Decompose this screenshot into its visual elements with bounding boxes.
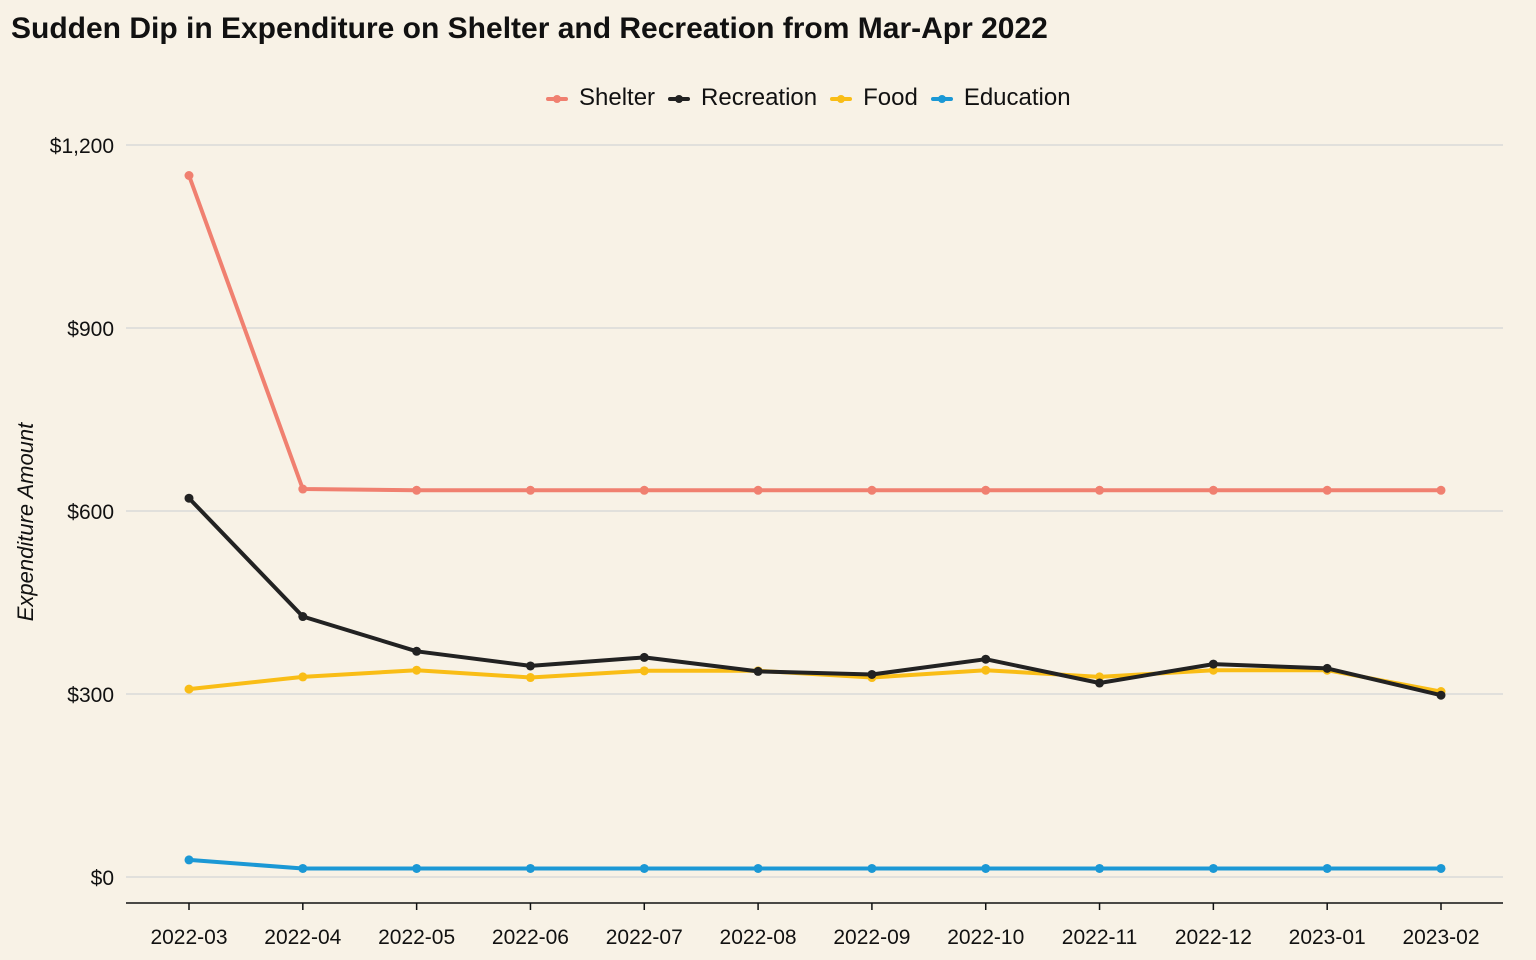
data-point-education <box>753 863 763 873</box>
data-point-recreation <box>981 654 991 664</box>
data-point-education <box>867 863 877 873</box>
series-line-recreation <box>187 496 1443 698</box>
legend-dot <box>553 95 561 103</box>
data-point-recreation <box>1095 678 1105 688</box>
x-tick-label: 2022-06 <box>492 926 569 949</box>
x-tick-label: 2022-11 <box>1062 926 1138 949</box>
data-point-food <box>298 672 308 682</box>
data-point-food <box>184 684 194 694</box>
data-point-shelter <box>981 485 991 495</box>
chart-title: Sudden Dip in Expenditure on Shelter and… <box>11 12 1048 45</box>
data-point-education <box>412 863 422 873</box>
legend-dot <box>675 95 684 103</box>
legend-item-education: Education <box>930 84 1071 112</box>
data-point-shelter <box>1436 485 1446 495</box>
data-point-education <box>1322 863 1332 873</box>
data-point-recreation <box>298 612 308 622</box>
legend-dot <box>937 95 946 103</box>
y-tick-label: $900 <box>67 318 114 341</box>
y-tick-label: $0 <box>91 867 114 890</box>
data-point-education <box>1095 863 1105 873</box>
data-point-shelter <box>1208 485 1218 495</box>
series-line-shelter <box>187 173 1443 493</box>
x-tick-label: 2022-12 <box>1175 926 1252 949</box>
data-point-shelter <box>412 485 422 495</box>
data-point-food <box>525 673 535 683</box>
x-tick-label: 2022-05 <box>378 926 455 949</box>
legend-label-recreation: Recreation <box>701 84 818 111</box>
data-point-education <box>525 863 535 873</box>
data-point-recreation <box>412 646 422 656</box>
series-line-education <box>187 857 1443 871</box>
data-point-education <box>184 855 194 865</box>
data-point-shelter <box>753 485 763 495</box>
data-point-recreation <box>1436 690 1446 700</box>
data-point-education <box>1208 863 1218 873</box>
x-tick-label: 2022-03 <box>150 926 227 949</box>
data-point-education <box>298 863 308 873</box>
legend-item-recreation: Recreation <box>667 84 817 112</box>
data-point-recreation <box>525 661 535 671</box>
data-point-recreation <box>1208 659 1218 669</box>
x-tick-label: 2022-10 <box>947 926 1024 949</box>
data-point-food <box>981 665 991 675</box>
legend-label-shelter: Shelter <box>579 84 656 111</box>
x-tick-label: 2023-01 <box>1289 926 1366 949</box>
y-tick-label: $300 <box>67 684 114 707</box>
legend-dot <box>837 95 846 103</box>
x-tick-label: 2022-09 <box>833 926 910 949</box>
x-tick-label: 2023-02 <box>1402 926 1479 949</box>
legend-key-education <box>930 86 954 110</box>
data-point-shelter <box>298 484 308 494</box>
legend-item-food: Food <box>829 84 918 112</box>
legend-key-food <box>829 86 853 110</box>
legend: Shelter Recreation Food Education <box>545 84 1083 112</box>
data-point-education <box>639 863 649 873</box>
legend-item-shelter: Shelter <box>545 84 655 112</box>
data-point-food <box>639 666 649 676</box>
x-tick-label: 2022-04 <box>264 926 341 949</box>
legend-key-recreation <box>667 86 691 110</box>
data-point-recreation <box>184 493 194 503</box>
legend-label-food: Food <box>863 84 918 111</box>
data-point-recreation <box>1322 663 1332 673</box>
data-point-education <box>1436 863 1446 873</box>
data-point-food <box>412 665 422 675</box>
data-point-shelter <box>639 485 649 495</box>
data-point-recreation <box>753 666 763 676</box>
legend-key-shelter <box>545 86 569 110</box>
data-point-shelter <box>184 171 194 180</box>
x-tick-label: 2022-08 <box>720 926 797 949</box>
data-point-shelter <box>1322 485 1332 495</box>
x-tick-label: 2022-07 <box>606 926 683 949</box>
data-point-education <box>981 863 991 873</box>
legend-label-education: Education <box>963 84 1071 111</box>
data-point-shelter <box>525 485 535 495</box>
data-point-recreation <box>867 669 877 679</box>
data-point-recreation <box>639 652 649 662</box>
y-tick-label: $1,200 <box>50 135 114 158</box>
y-tick-label: $600 <box>67 501 114 524</box>
data-point-shelter <box>867 485 877 495</box>
data-point-shelter <box>1095 485 1105 495</box>
